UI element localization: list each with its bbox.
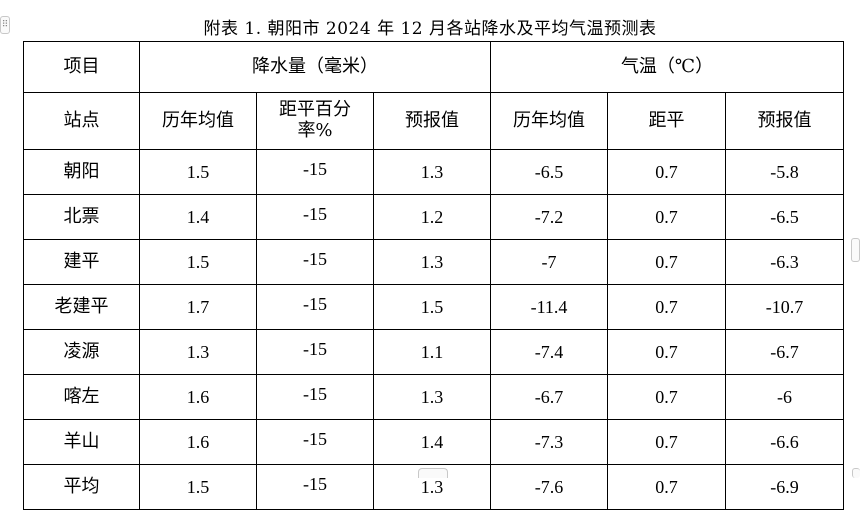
precip-forecast-cell: 1.4 — [372, 419, 492, 465]
header-station: 站点 — [23, 92, 140, 150]
temp-average-cell: -7.4 — [490, 329, 609, 375]
temp-forecast-cell: -6.7 — [725, 329, 845, 375]
precip-average-cell: 1.6 — [139, 419, 257, 465]
temp-anomaly-cell: 0.7 — [607, 374, 727, 420]
station-cell: 凌源 — [23, 329, 140, 375]
precip-anomaly-cell: -15 — [256, 239, 374, 285]
table-handle-icon[interactable]: ⠿ — [0, 16, 10, 34]
temp-average-cell: -7.3 — [490, 419, 609, 465]
temp-average-cell: -7.6 — [490, 464, 609, 510]
table-row: 老建平 1.7 -15 1.5 -11.4 0.7 -10.7 — [23, 284, 845, 330]
precip-anomaly-cell: -15 — [256, 374, 374, 420]
precip-forecast-cell: 1.3 — [372, 239, 492, 285]
precip-average-cell: 1.3 — [139, 329, 257, 375]
table-row: 北票 1.4 -15 1.2 -7.2 0.7 -6.5 — [23, 194, 845, 240]
header-temp-anomaly: 距平 — [607, 92, 727, 150]
temp-average-cell: -7 — [490, 239, 609, 285]
table-row: 羊山 1.6 -15 1.4 -7.3 0.7 -6.6 — [23, 419, 845, 465]
station-cell: 建平 — [23, 239, 140, 285]
temp-anomaly-cell: 0.7 — [607, 464, 727, 510]
precip-forecast-cell: 1.2 — [372, 194, 492, 240]
precip-anomaly-cell: -15 — [256, 329, 374, 375]
temp-forecast-cell: -6 — [725, 374, 845, 420]
precip-average-cell: 1.4 — [139, 194, 257, 240]
table-row: 喀左 1.6 -15 1.3 -6.7 0.7 -6 — [23, 374, 845, 420]
header-row-groups: 项目 降水量（毫米） 气温（℃） — [23, 41, 845, 93]
forecast-table: 项目 降水量（毫米） 气温（℃） 站点 历年均值 距平百分率% 预报值 历年均值… — [23, 41, 845, 510]
temp-anomaly-cell: 0.7 — [607, 329, 727, 375]
temp-forecast-cell: -6.5 — [725, 194, 845, 240]
header-temperature: 气温（℃） — [490, 41, 845, 93]
table-caption: 附表 1. 朝阳市 2024 年 12 月各站降水及平均气温预测表 — [203, 19, 657, 39]
table-row: 凌源 1.3 -15 1.1 -7.4 0.7 -6.7 — [23, 329, 845, 375]
station-cell: 平均 — [23, 464, 140, 510]
temp-anomaly-cell: 0.7 — [607, 419, 727, 465]
row-resize-handle[interactable] — [851, 238, 860, 262]
header-precip-average: 历年均值 — [139, 92, 257, 150]
temp-forecast-cell: -6.9 — [725, 464, 845, 510]
table-row: 建平 1.5 -15 1.3 -7 0.7 -6.3 — [23, 239, 845, 285]
temp-forecast-cell: -10.7 — [725, 284, 845, 330]
header-row-columns: 站点 历年均值 距平百分率% 预报值 历年均值 距平 预报值 — [23, 92, 845, 150]
temp-forecast-cell: -6.3 — [725, 239, 845, 285]
precip-average-cell: 1.5 — [139, 464, 257, 510]
temp-anomaly-cell: 0.7 — [607, 284, 727, 330]
header-item: 项目 — [23, 41, 140, 93]
temp-average-cell: -7.2 — [490, 194, 609, 240]
station-cell: 朝阳 — [23, 149, 140, 195]
precip-average-cell: 1.5 — [139, 149, 257, 195]
station-cell: 羊山 — [23, 419, 140, 465]
temp-average-cell: -11.4 — [490, 284, 609, 330]
station-cell: 北票 — [23, 194, 140, 240]
precip-forecast-cell: 1.3 — [372, 374, 492, 420]
temp-anomaly-cell: 0.7 — [607, 239, 727, 285]
precip-anomaly-cell: -15 — [256, 284, 374, 330]
header-temp-average: 历年均值 — [490, 92, 609, 150]
temp-average-cell: -6.7 — [490, 374, 609, 420]
precip-anomaly-cell: -15 — [256, 149, 374, 195]
precip-average-cell: 1.7 — [139, 284, 257, 330]
header-precip-forecast: 预报值 — [372, 92, 492, 150]
header-precipitation: 降水量（毫米） — [138, 41, 492, 93]
precip-forecast-cell: 1.3 — [372, 149, 492, 195]
header-temp-forecast: 预报值 — [725, 92, 845, 150]
table-row: 平均 1.5 -15 1.3 -7.6 0.7 -6.9 — [23, 464, 845, 510]
precip-forecast-cell: 1.1 — [372, 329, 492, 375]
precip-anomaly-cell: -15 — [256, 419, 374, 465]
precip-forecast-cell: 1.3 — [372, 464, 492, 510]
temp-anomaly-cell: 0.7 — [607, 194, 727, 240]
precip-average-cell: 1.5 — [139, 239, 257, 285]
header-precip-anomaly-percent: 距平百分率% — [256, 92, 374, 150]
station-cell: 喀左 — [23, 374, 140, 420]
temp-average-cell: -6.5 — [490, 149, 609, 195]
table-row: 朝阳 1.5 -15 1.3 -6.5 0.7 -5.8 — [23, 149, 845, 195]
station-cell: 老建平 — [23, 284, 140, 330]
temp-forecast-cell: -6.6 — [725, 419, 845, 465]
precip-anomaly-cell: -15 — [256, 194, 374, 240]
precip-forecast-cell: 1.5 — [372, 284, 492, 330]
table-resize-corner[interactable] — [852, 468, 860, 478]
temp-forecast-cell: -5.8 — [725, 149, 845, 195]
temp-anomaly-cell: 0.7 — [607, 149, 727, 195]
precip-anomaly-cell: -15 — [256, 464, 374, 510]
precip-average-cell: 1.6 — [139, 374, 257, 420]
